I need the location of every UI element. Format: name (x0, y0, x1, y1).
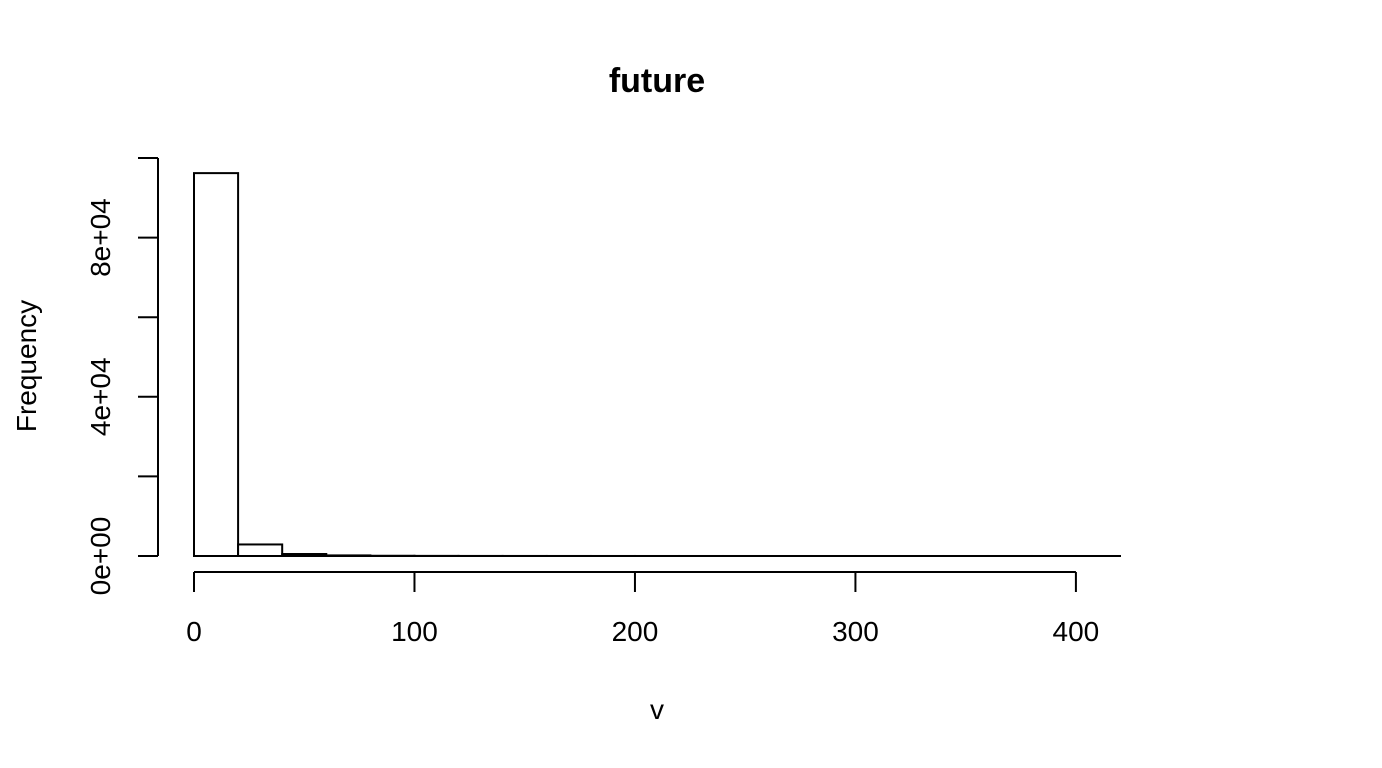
y-tick-label: 4e+04 (85, 357, 116, 436)
x-tick-label: 0 (186, 616, 202, 647)
x-axis-label: v (650, 694, 664, 725)
chart-title: future (609, 62, 705, 100)
x-tick-label: 100 (391, 616, 438, 647)
histogram-bar (193, 172, 240, 557)
histogram-bar (281, 553, 328, 558)
x-tick-label: 300 (832, 616, 879, 647)
x-axis: 0 100 200 300 400 (186, 571, 1100, 647)
y-axis-label: Frequency (11, 300, 42, 432)
y-axis: 0e+00 4e+04 8e+04 (85, 157, 159, 596)
y-tick-label: 8e+04 (85, 198, 116, 277)
x-tick-label: 400 (1053, 616, 1100, 647)
bars-group (193, 172, 1122, 558)
y-tick-label: 0e+00 (85, 517, 116, 596)
x-tick-label: 200 (612, 616, 659, 647)
histogram-bar (237, 543, 284, 558)
histogram-bar (325, 554, 372, 558)
